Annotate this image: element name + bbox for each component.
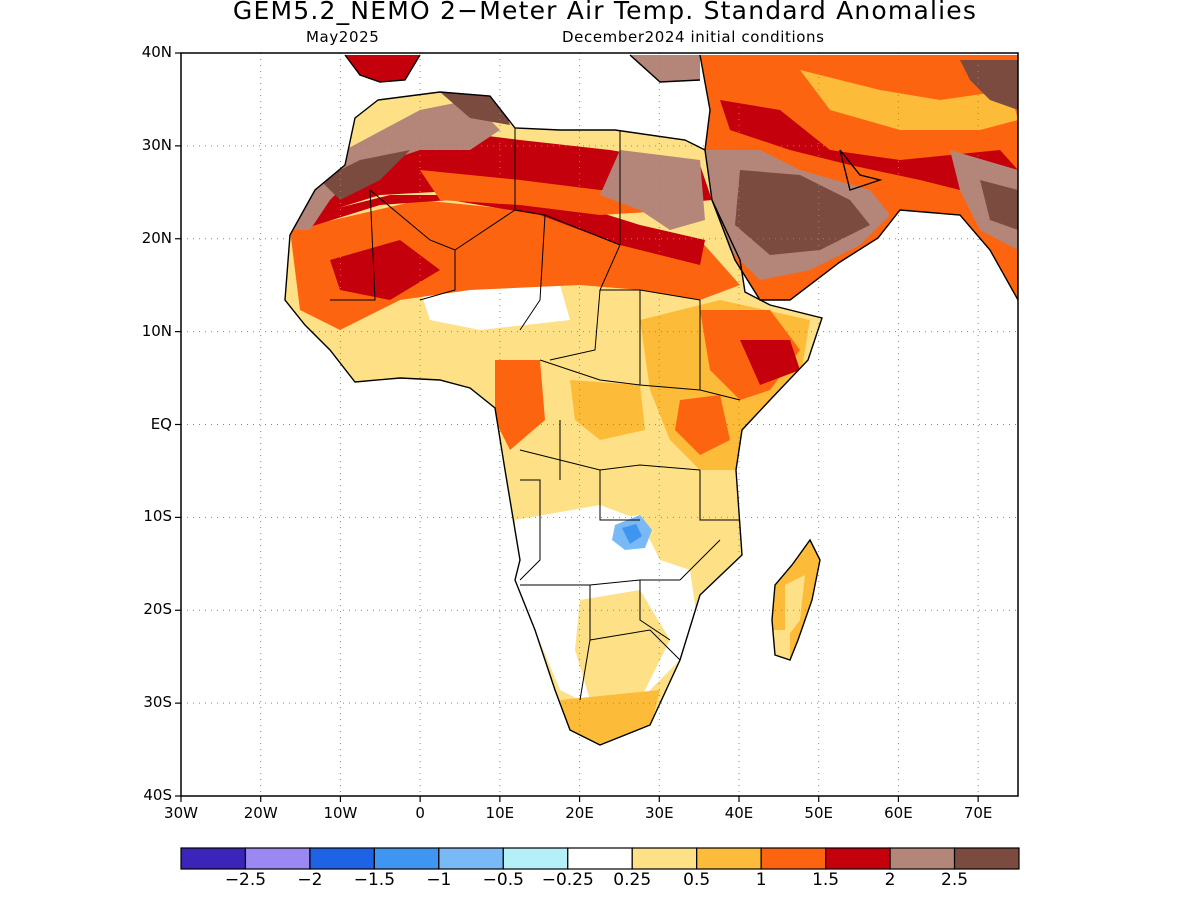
- lat-tick-label: 40N: [141, 43, 172, 61]
- lat-tick-label: 40S: [143, 786, 172, 804]
- lat-tick-label: EQ: [150, 414, 172, 433]
- lon-tick-label: 60E: [884, 804, 913, 822]
- lon-tick-label: 0: [415, 804, 425, 822]
- initial-conditions-label: December2024 initial conditions: [562, 28, 825, 46]
- color-scale-label: 2: [884, 870, 896, 890]
- lat-tick-label: 30N: [141, 135, 172, 154]
- lon-tick-label: 10E: [485, 804, 515, 822]
- color-scale-label: −1: [426, 870, 452, 890]
- lat-tick-label: 10S: [143, 507, 172, 526]
- color-scale-label: 1.5: [812, 870, 840, 890]
- country-borders: [330, 128, 741, 701]
- lat-tick-label: 30S: [143, 693, 172, 712]
- lon-tick-label: 30W: [164, 804, 198, 822]
- temperature-anomaly-shading: [285, 55, 1018, 745]
- lat-tick-label: 20S: [143, 600, 172, 619]
- lon-tick-label: 30E: [644, 804, 674, 822]
- chart-title: GEM5.2_NEMO 2−Meter Air Temp. Standard A…: [232, 0, 978, 25]
- color-scale-label: −1.5: [353, 870, 396, 890]
- lat-tick-label: 20N: [141, 228, 172, 247]
- lon-tick-label: 40E: [724, 804, 754, 822]
- lon-tick-label: 20W: [243, 804, 278, 822]
- forecast-month-label: May2025: [306, 28, 380, 46]
- color-scale-label: 0.5: [683, 870, 711, 890]
- lon-tick-label: 20E: [565, 804, 594, 822]
- color-scale-label: −0.25: [541, 870, 594, 890]
- color-scale-label: −2.5: [224, 870, 267, 890]
- color-scale-label: −2: [297, 870, 323, 890]
- color-scale-label: 2.5: [941, 870, 969, 890]
- lon-tick-label: 70E: [963, 804, 993, 822]
- lon-tick-label: 50E: [804, 804, 833, 822]
- axis-ticks: [175, 52, 979, 802]
- color-scale-label: −0.5: [482, 870, 524, 890]
- lon-tick-label: 10W: [323, 804, 358, 822]
- color-scale-label: 0.25: [613, 870, 652, 890]
- color-scale-label: 1: [755, 870, 767, 890]
- lat-tick-label: 10N: [141, 321, 172, 340]
